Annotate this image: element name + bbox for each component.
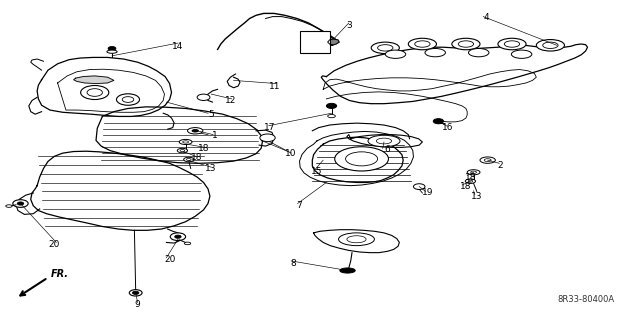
- Ellipse shape: [408, 38, 436, 50]
- Text: 18: 18: [460, 182, 471, 191]
- Text: 1: 1: [212, 131, 217, 140]
- Ellipse shape: [378, 45, 393, 51]
- Polygon shape: [328, 39, 339, 45]
- Ellipse shape: [326, 103, 337, 108]
- Ellipse shape: [368, 135, 400, 147]
- Ellipse shape: [170, 233, 186, 241]
- Polygon shape: [314, 230, 399, 253]
- Ellipse shape: [415, 41, 430, 47]
- Ellipse shape: [260, 134, 275, 142]
- Ellipse shape: [543, 42, 558, 48]
- Text: 3: 3: [346, 21, 351, 30]
- Ellipse shape: [81, 85, 109, 100]
- Text: 17: 17: [264, 123, 276, 132]
- Text: 7: 7: [297, 201, 302, 210]
- Ellipse shape: [504, 41, 520, 47]
- Ellipse shape: [175, 235, 181, 238]
- Text: 15: 15: [311, 167, 323, 176]
- Ellipse shape: [467, 170, 480, 175]
- Ellipse shape: [197, 94, 210, 100]
- Text: 18: 18: [198, 144, 209, 153]
- Ellipse shape: [188, 128, 203, 134]
- Ellipse shape: [132, 291, 139, 294]
- Text: 8: 8: [291, 259, 296, 268]
- Ellipse shape: [385, 50, 406, 58]
- Ellipse shape: [184, 157, 194, 162]
- Text: 11: 11: [269, 82, 281, 91]
- Ellipse shape: [87, 89, 102, 96]
- Ellipse shape: [186, 159, 191, 160]
- Ellipse shape: [179, 139, 192, 145]
- Text: 14: 14: [172, 42, 184, 51]
- Ellipse shape: [17, 202, 24, 205]
- Ellipse shape: [465, 179, 476, 183]
- Ellipse shape: [452, 38, 480, 50]
- Ellipse shape: [458, 41, 474, 47]
- Text: FR.: FR.: [51, 269, 69, 279]
- Ellipse shape: [177, 148, 188, 153]
- Text: 13: 13: [471, 192, 483, 201]
- Ellipse shape: [346, 152, 378, 166]
- Text: 18: 18: [191, 153, 202, 162]
- Ellipse shape: [480, 157, 495, 163]
- Ellipse shape: [413, 184, 425, 189]
- Ellipse shape: [122, 97, 134, 102]
- Ellipse shape: [107, 50, 117, 53]
- Ellipse shape: [536, 40, 564, 51]
- Text: 20: 20: [49, 240, 60, 249]
- Ellipse shape: [376, 138, 392, 144]
- Text: 16: 16: [442, 123, 454, 132]
- Ellipse shape: [371, 42, 399, 54]
- Ellipse shape: [129, 290, 142, 296]
- Text: 18: 18: [465, 173, 476, 182]
- Text: 20: 20: [164, 256, 175, 264]
- Ellipse shape: [498, 38, 526, 50]
- Polygon shape: [312, 137, 403, 182]
- Polygon shape: [74, 76, 114, 84]
- Ellipse shape: [108, 47, 116, 50]
- Text: 4: 4: [484, 13, 489, 22]
- Ellipse shape: [335, 147, 388, 171]
- Ellipse shape: [471, 171, 476, 174]
- Text: 10: 10: [285, 149, 297, 158]
- Ellipse shape: [339, 233, 374, 246]
- Text: 6: 6: [385, 145, 390, 154]
- Ellipse shape: [13, 200, 28, 207]
- Text: 9: 9: [135, 300, 140, 309]
- Ellipse shape: [511, 50, 532, 58]
- Ellipse shape: [347, 236, 366, 243]
- Ellipse shape: [180, 150, 185, 152]
- Ellipse shape: [6, 205, 12, 207]
- Text: 19: 19: [422, 189, 433, 197]
- Ellipse shape: [116, 94, 140, 105]
- Ellipse shape: [468, 48, 489, 57]
- Text: 12: 12: [225, 96, 236, 105]
- Polygon shape: [37, 57, 172, 116]
- Ellipse shape: [184, 242, 191, 245]
- Ellipse shape: [425, 48, 445, 57]
- FancyBboxPatch shape: [300, 31, 330, 53]
- Text: 5: 5: [209, 110, 214, 119]
- Ellipse shape: [328, 115, 335, 118]
- Polygon shape: [96, 107, 262, 163]
- Text: 13: 13: [205, 164, 217, 173]
- Ellipse shape: [433, 119, 444, 124]
- Polygon shape: [31, 151, 210, 230]
- Ellipse shape: [340, 268, 355, 273]
- Polygon shape: [321, 44, 588, 104]
- Ellipse shape: [183, 141, 188, 143]
- Ellipse shape: [192, 130, 198, 132]
- Ellipse shape: [484, 159, 491, 161]
- Text: 8R33-80400A: 8R33-80400A: [557, 295, 614, 304]
- Ellipse shape: [468, 180, 473, 182]
- Polygon shape: [347, 135, 422, 147]
- Text: 2: 2: [498, 161, 503, 170]
